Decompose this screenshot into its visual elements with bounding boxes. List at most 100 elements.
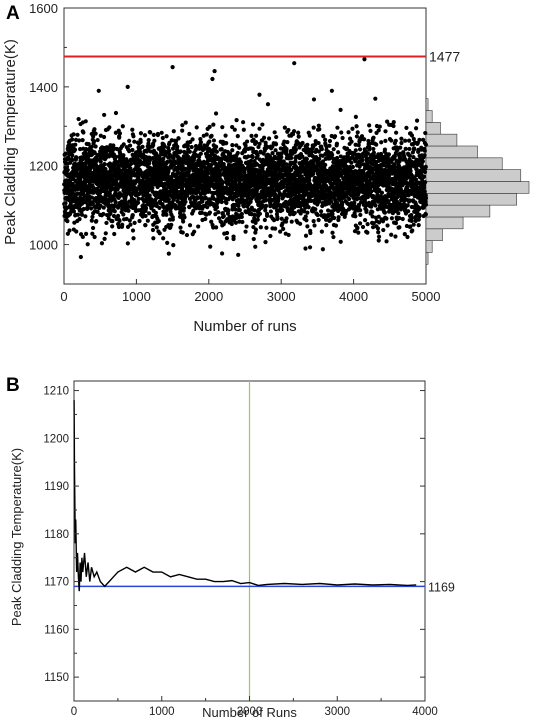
data-point (190, 137, 195, 142)
data-point (278, 229, 283, 234)
data-point (373, 203, 378, 208)
data-point (140, 211, 146, 216)
data-point (409, 133, 415, 138)
data-point (305, 224, 310, 229)
data-point (78, 177, 83, 182)
data-point (353, 214, 358, 219)
data-point (71, 209, 77, 214)
data-point (310, 172, 316, 177)
data-point (421, 174, 426, 179)
data-point (165, 240, 170, 245)
data-point (324, 223, 329, 228)
data-point (226, 208, 231, 213)
data-point (76, 138, 82, 143)
data-point (198, 137, 203, 142)
data-point (258, 225, 263, 230)
data-point (153, 210, 158, 216)
data-point (323, 195, 328, 201)
data-point (230, 124, 235, 130)
data-point (303, 233, 309, 238)
data-point (313, 207, 318, 212)
data-point (285, 139, 290, 145)
data-point (113, 110, 119, 116)
data-point (360, 158, 365, 163)
data-point (240, 219, 245, 225)
data-point (161, 205, 167, 210)
data-point (107, 125, 112, 130)
data-point (316, 217, 321, 223)
data-point (249, 158, 254, 164)
data-point (146, 137, 151, 143)
data-point (307, 245, 313, 250)
data-point (405, 234, 410, 240)
data-point (95, 137, 100, 143)
data-point (135, 200, 141, 205)
data-point (164, 134, 169, 139)
data-point (413, 177, 419, 182)
data-point (386, 152, 392, 157)
data-point (209, 133, 214, 138)
data-point (291, 129, 297, 134)
data-point (264, 203, 269, 208)
data-point (399, 136, 404, 141)
data-point (282, 139, 287, 144)
data-point (305, 142, 310, 147)
data-point (155, 131, 160, 137)
data-point (166, 148, 172, 153)
data-point (185, 143, 190, 148)
data-point (389, 216, 394, 221)
data-point (323, 137, 328, 142)
data-point (393, 220, 399, 226)
data-point (265, 102, 271, 107)
data-point (211, 122, 216, 127)
data-point (393, 138, 398, 143)
data-point (393, 234, 398, 239)
data-point (354, 124, 359, 129)
data-point (67, 228, 72, 233)
data-point (239, 214, 244, 220)
data-point (309, 149, 314, 155)
data-point (231, 234, 236, 239)
histogram-bar (425, 133, 458, 147)
data-point (336, 150, 341, 155)
data-point (263, 140, 268, 145)
data-point (411, 222, 416, 227)
data-point (117, 218, 122, 223)
data-point (317, 127, 322, 132)
data-point (399, 140, 404, 146)
data-point (117, 131, 123, 136)
data-point (125, 159, 130, 164)
data-point (91, 134, 96, 139)
data-point (263, 198, 269, 203)
data-point (273, 148, 278, 153)
data-point (376, 238, 381, 243)
data-point (156, 219, 161, 224)
data-point (313, 142, 318, 147)
data-point (378, 151, 384, 157)
data-point (92, 127, 97, 132)
data-point (154, 201, 159, 206)
data-point (234, 143, 239, 148)
data-point (315, 212, 320, 218)
data-point (283, 219, 289, 224)
data-point (281, 184, 286, 190)
data-point (145, 218, 150, 223)
data-point (408, 224, 413, 229)
data-point (274, 204, 279, 209)
data-point (317, 156, 322, 162)
data-point (368, 128, 373, 133)
data-point (320, 159, 326, 164)
data-point (238, 159, 243, 165)
data-point (302, 209, 307, 214)
data-point (160, 135, 165, 141)
data-point (189, 144, 194, 150)
histogram-bar (425, 228, 443, 241)
data-point (410, 228, 415, 233)
data-point (150, 227, 156, 233)
data-point (161, 156, 166, 161)
data-point (281, 159, 286, 164)
data-point (292, 210, 297, 216)
data-point (307, 133, 312, 138)
data-point (250, 122, 256, 127)
histogram-bar (425, 122, 441, 135)
